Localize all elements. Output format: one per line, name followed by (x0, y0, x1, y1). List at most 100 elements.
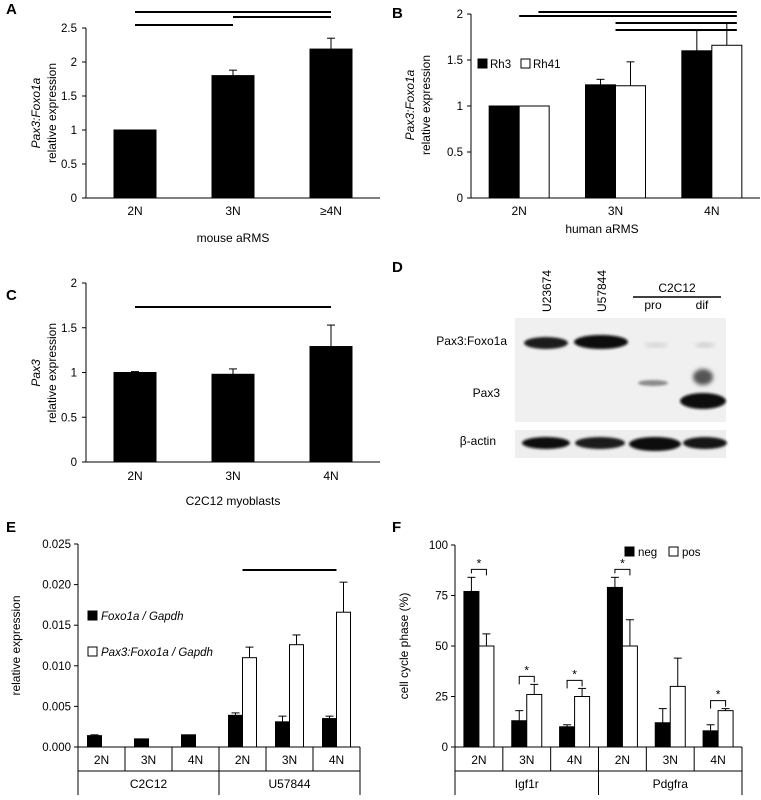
x-axis-label: human aRMS (565, 222, 638, 236)
bar (606, 586, 623, 748)
y-tick-label: 0.015 (42, 620, 71, 632)
category-label: 4N (710, 753, 725, 767)
band-pax3-dif-smear (693, 369, 713, 385)
bar (463, 590, 480, 748)
significance-bracket (566, 679, 583, 689)
category-label: 2N (471, 753, 486, 767)
y-tick-label: 0.5 (61, 412, 77, 424)
panel-label-b: B (392, 5, 403, 22)
bar (211, 75, 255, 199)
y-tick-label: 1.5 (61, 323, 77, 335)
band-pax3-foxo1a-u23674 (524, 337, 568, 349)
y-tick-label: 50 (435, 641, 448, 653)
y-tick-label: 0.010 (42, 661, 71, 673)
significance-star: * (572, 667, 577, 681)
category-label: ≥4N (320, 204, 342, 218)
bar (621, 645, 638, 748)
legend-label: Foxo1a / Gapdh (101, 611, 183, 623)
bar (488, 105, 520, 199)
chart-c: 0 0.5 1 1.5 2 2N 3N 4N Pax3 relative expression C2… (29, 278, 380, 508)
bar (275, 721, 290, 748)
band-pax3-pro (638, 380, 668, 386)
band-pax3-dif (680, 393, 726, 409)
category-label: 2N (511, 204, 526, 218)
legend-label: Rh3 (490, 59, 511, 71)
bar (559, 726, 576, 748)
group-label: C2C12 (130, 777, 168, 791)
band-pax3-foxo1a-pro (644, 343, 668, 347)
lane-label-u57844: U57844 (595, 270, 609, 312)
band-actin-u23674 (522, 437, 570, 449)
bar (113, 372, 157, 463)
bar (87, 735, 102, 748)
category-label: 2N (235, 753, 250, 767)
significance-star: * (477, 556, 482, 570)
panel-label-c: C (6, 287, 17, 304)
panel-label-f: F (392, 519, 401, 536)
category-label: 3N (141, 753, 156, 767)
y-tick-label: 1.5 (447, 55, 463, 67)
y-tick-label: 0.000 (42, 742, 71, 754)
bar (113, 129, 157, 199)
y-tick-label: 2 (71, 57, 77, 69)
x-axis-label: C2C12 myoblasts (186, 494, 281, 508)
legend-swatch (624, 546, 635, 557)
bar (242, 657, 257, 748)
y-tick-label: 0.5 (61, 159, 77, 171)
chart-a: 0 0.5 1 1.5 2 2.5 2N 3N ≥4N Pax3:Foxo1a relative e… (29, 11, 380, 245)
category-label: 3N (225, 469, 240, 483)
category-label: 3N (225, 204, 240, 218)
y-axis-label: cell cycle phase (%) (397, 593, 411, 700)
band-actin-dif (683, 437, 727, 449)
bar (669, 685, 686, 748)
y-axis-label-line2: relative expression (45, 63, 59, 163)
legend-label: neg (638, 547, 657, 559)
group-label: Pdgfra (653, 777, 689, 791)
western-blot: U23674 U57844 C2C12 pro dif Pax3:Foxo1a … (436, 270, 727, 458)
category-label: 4N (567, 753, 582, 767)
category-label: 3N (608, 204, 623, 218)
y-tick-label: 0.020 (42, 580, 71, 592)
bar (336, 611, 351, 748)
bar (526, 693, 543, 748)
significance-star: * (620, 556, 625, 570)
bar (681, 50, 713, 199)
legend-label: pos (682, 547, 701, 559)
chart-e: 0.000 0.005 0.010 0.015 0.020 0.025 2N 3N 4N 2N 3N… (9, 539, 361, 795)
legend-label: Rh41 (533, 59, 561, 71)
group-label: Igf1r (515, 777, 539, 791)
category-label: 4N (329, 753, 344, 767)
legend-swatch (477, 58, 488, 69)
y-tick-label: 75 (435, 591, 448, 603)
bar (615, 85, 646, 199)
legend-swatch (87, 610, 98, 621)
bar (574, 696, 591, 748)
significance-star: * (716, 688, 721, 702)
legend-swatch (520, 58, 531, 69)
y-tick-label: 1 (71, 368, 77, 380)
y-tick-label: 0 (442, 742, 448, 754)
bar (518, 105, 550, 199)
y-axis-label-line1: Pax3:Foxo1a (29, 77, 43, 148)
y-tick-label: 0 (71, 457, 77, 469)
bar (134, 738, 149, 748)
y-tick-label: 0 (457, 193, 463, 205)
y-tick-label: 2 (457, 9, 463, 21)
category-label: 2N (615, 753, 630, 767)
y-tick-label: 1 (71, 125, 77, 137)
y-tick-label: 0.025 (42, 539, 71, 551)
bar (228, 714, 243, 748)
lane-label-dif: dif (696, 298, 709, 312)
significance-bracket (470, 568, 487, 576)
row-label-beta-actin: β-actin (460, 434, 496, 448)
y-axis-label: relative expression (9, 595, 23, 695)
bar (309, 346, 353, 463)
band-pax3-foxo1a-u57844 (574, 335, 628, 349)
y-axis-label-line2: relative expression (45, 323, 59, 423)
category-label: 2N (127, 469, 142, 483)
bar (654, 722, 671, 748)
bar (478, 645, 495, 748)
y-tick-label: 0.005 (42, 701, 71, 713)
row-label-pax3: Pax3 (473, 386, 501, 400)
